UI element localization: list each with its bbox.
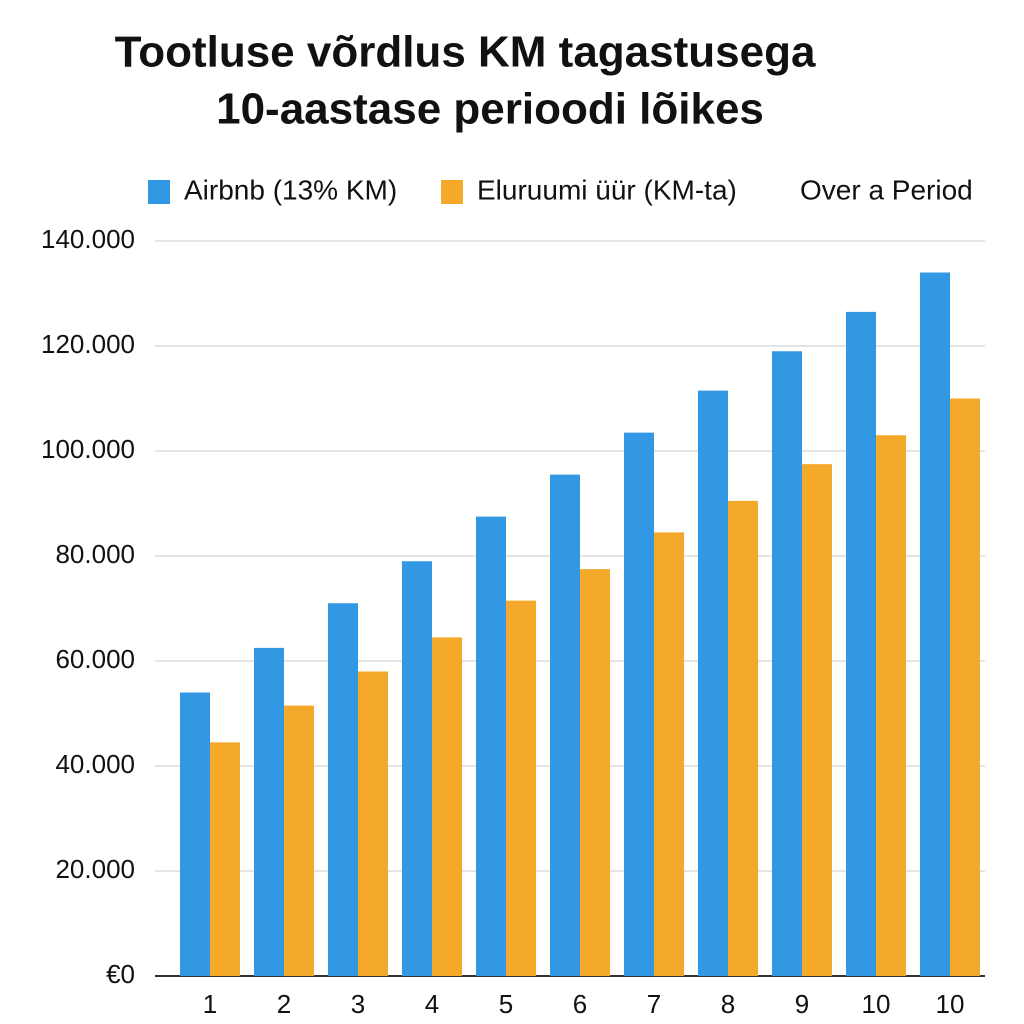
- bar: [358, 671, 388, 976]
- legend-swatch: [441, 180, 463, 204]
- bar: [654, 532, 684, 976]
- x-tick-label: 3: [351, 989, 365, 1019]
- bar: [698, 390, 728, 976]
- y-tick-label: 100.000: [41, 434, 135, 464]
- x-tick-label: 10: [936, 989, 965, 1019]
- legend-note: Over a Period: [800, 174, 973, 205]
- y-tick-label: 80.000: [55, 539, 135, 569]
- x-tick-label: 2: [277, 989, 291, 1019]
- y-tick-label: 40.000: [55, 749, 135, 779]
- x-tick-label: 8: [721, 989, 735, 1019]
- legend-swatch: [148, 180, 170, 204]
- chart-title: 10-aastase perioodi lõikes: [216, 85, 764, 134]
- bar: [328, 603, 358, 976]
- x-tick-label: 1: [203, 989, 217, 1019]
- bar: [506, 600, 536, 976]
- chart-title: Tootluse võrdlus KM tagastusega: [115, 28, 816, 77]
- x-tick-label: 7: [647, 989, 661, 1019]
- bar: [802, 464, 832, 976]
- bar: [876, 435, 906, 976]
- bar: [210, 742, 240, 976]
- bar: [180, 692, 210, 976]
- bar: [728, 500, 758, 976]
- bar: [432, 637, 462, 976]
- bar: [920, 272, 950, 976]
- bar: [580, 569, 610, 976]
- x-tick-label: 10: [862, 989, 891, 1019]
- bar: [254, 647, 284, 976]
- y-tick-label: €0: [106, 959, 135, 989]
- y-tick-label: 60.000: [55, 644, 135, 674]
- y-tick-label: 20.000: [55, 854, 135, 884]
- x-tick-label: 5: [499, 989, 513, 1019]
- legend-label: Airbnb (13% KM): [184, 174, 397, 205]
- legend-label: Eluruumi üür (KM-ta): [477, 174, 737, 205]
- bar: [846, 311, 876, 976]
- y-tick-label: 120.000: [41, 329, 135, 359]
- bar: [550, 474, 580, 976]
- bar: [624, 432, 654, 976]
- x-tick-label: 6: [573, 989, 587, 1019]
- y-tick-label: 140.000: [41, 224, 135, 254]
- x-tick-label: 4: [425, 989, 439, 1019]
- x-tick-label: 9: [795, 989, 809, 1019]
- bar: [284, 705, 314, 976]
- bar: [772, 351, 802, 976]
- bar: [476, 516, 506, 976]
- bar: [950, 398, 980, 976]
- bar: [402, 561, 432, 976]
